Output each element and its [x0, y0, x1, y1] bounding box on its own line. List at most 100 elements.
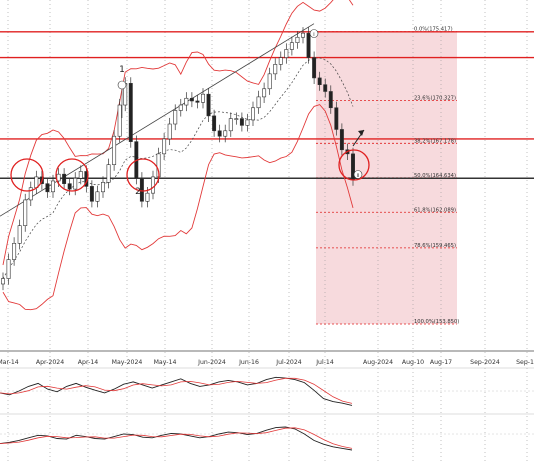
x-tick-11: Aug-17	[430, 359, 452, 366]
candle-body-35	[195, 100, 200, 103]
candle-body-16	[89, 186, 94, 202]
x-tick-0: Mar-14	[0, 359, 19, 366]
fib-label-78.6%: 78.6%(159.465)	[414, 243, 456, 249]
highlight-circle-2	[126, 158, 160, 192]
fib-labels-layer: 0.0%(175.417) 23.6%(170.327) 38.2%(167.178…	[414, 27, 459, 325]
fib-label-23.6%: 23.6%(170.327)	[414, 96, 456, 102]
candle-body-0	[1, 278, 5, 285]
candle-body-55	[306, 32, 311, 58]
candle-body-1	[6, 259, 11, 279]
highlight-circle-1	[55, 158, 89, 192]
candle-body-38	[212, 115, 217, 132]
x-tick-3: May-2024	[112, 359, 143, 366]
candle-body-25	[139, 177, 144, 202]
candle-body-26	[145, 192, 150, 202]
candle-body-47	[262, 88, 267, 98]
fib-label-50.0%: 50.0%(164.634)	[414, 173, 456, 179]
candle-body-39	[217, 130, 222, 137]
fib-label-0.0%: 0.0%(175.417)	[414, 27, 453, 33]
candle-body-43	[239, 118, 244, 126]
x-tick-8: Jul-14	[315, 359, 334, 366]
candle-body-54	[301, 32, 305, 38]
candle-body-46	[256, 96, 261, 109]
x-tick-12: Sep-2024	[470, 359, 500, 366]
candle-body-32	[178, 104, 183, 111]
candle-body-27	[151, 176, 155, 194]
oscillator-1-signal-line	[0, 377, 353, 404]
candle-body-45	[251, 107, 255, 121]
candle-body-20	[112, 135, 117, 165]
candle-body-52	[289, 42, 294, 50]
candle-body-11	[62, 173, 67, 184]
candle-body-48	[267, 73, 272, 90]
candle-body-42	[234, 118, 239, 120]
wave-marker-circle-3	[353, 170, 363, 179]
candle-body-4	[23, 199, 28, 226]
wave-marker-3: ii	[357, 173, 360, 179]
x-tick-9: Aug-2024	[363, 359, 393, 366]
bollinger-lower	[2, 104, 354, 311]
candle-body-33	[184, 97, 189, 106]
candle-body-17	[95, 191, 100, 202]
candle-body-56	[312, 57, 317, 79]
x-tick-10: Aug-10	[402, 359, 424, 366]
candle-body-14	[78, 171, 83, 179]
candle-body-61	[339, 129, 344, 151]
candle-body-34	[189, 97, 194, 102]
x-axis: Mar-14 Apr-2024 Apr-14 May-2024 May-14 Jun-20…	[0, 350, 534, 366]
candle-body-10	[56, 173, 61, 182]
candle-body-41	[228, 118, 233, 132]
x-tick-7: Jul-2024	[275, 359, 302, 366]
oscillator-pane-2	[0, 413, 534, 451]
candle-body-21	[117, 104, 122, 137]
candle-body-18	[101, 182, 105, 193]
x-tick-6: Jun-16	[238, 359, 259, 366]
bollinger-bands-layer	[2, 0, 354, 311]
x-tick-2: Apr-14	[78, 359, 98, 366]
candle-body-5	[28, 187, 33, 201]
candle-body-57	[317, 77, 322, 85]
candle-body-30	[167, 123, 172, 140]
x-tick-4: May-14	[154, 359, 177, 366]
candle-body-59	[328, 91, 333, 109]
candles-layer	[1, 27, 355, 291]
candle-body-51	[284, 49, 289, 58]
candle-body-58	[323, 84, 328, 92]
candle-body-53	[295, 36, 300, 43]
candle-body-40	[223, 130, 228, 137]
candle-body-6	[34, 176, 39, 189]
candle-body-3	[17, 225, 22, 244]
candle-body-44	[245, 119, 250, 126]
oscillator-2-signal-line	[0, 427, 353, 449]
candle-body-31	[173, 110, 178, 125]
highlight-circle-3	[338, 149, 370, 181]
candle-body-29	[162, 138, 167, 155]
wave-marker-0: 1	[119, 65, 125, 75]
candle-body-60	[334, 107, 339, 130]
wave-1-sub-marker	[117, 80, 127, 90]
fib-label-61.8%: 61.8%(162.089)	[414, 207, 456, 213]
oscillator-pane-1	[0, 367, 534, 406]
wave-marker-2: i	[313, 32, 314, 38]
bollinger-middle	[2, 57, 354, 279]
candle-body-50	[278, 57, 283, 65]
wave-marker-circle-2	[309, 29, 319, 38]
bollinger-upper	[2, 0, 354, 266]
projection-arrow-head	[358, 130, 364, 136]
candle-body-9	[51, 180, 55, 193]
wave-marker-1: 2	[135, 187, 141, 197]
candle-body-49	[273, 64, 278, 75]
candle-body-2	[12, 243, 17, 260]
fib-label-100.0%: 100.0%(153.850)	[414, 319, 459, 325]
x-tick-13: Sep-15	[516, 359, 534, 366]
candle-body-37	[206, 93, 211, 117]
oscillator-2-main-line	[0, 426, 353, 451]
oscillator-1-main-line	[0, 376, 353, 406]
highlight-circle-0	[10, 158, 44, 192]
x-tick-1: Apr-2024	[36, 359, 64, 366]
x-tick-5: Jun-2024	[197, 359, 226, 366]
horizontal-levels-layer	[0, 31, 534, 325]
candle-body-13	[73, 177, 78, 190]
